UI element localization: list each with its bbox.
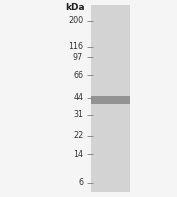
Text: 14: 14 bbox=[73, 150, 83, 159]
Text: 6: 6 bbox=[78, 178, 83, 187]
Text: 22: 22 bbox=[73, 131, 83, 140]
Bar bbox=[91, 96, 130, 104]
Text: 31: 31 bbox=[73, 110, 83, 119]
Bar bbox=[91, 5, 130, 192]
Text: 200: 200 bbox=[68, 16, 83, 25]
Text: kDa: kDa bbox=[65, 3, 85, 12]
Text: 44: 44 bbox=[73, 93, 83, 102]
Text: 97: 97 bbox=[73, 53, 83, 62]
Text: 116: 116 bbox=[68, 42, 83, 51]
Text: 66: 66 bbox=[73, 71, 83, 80]
